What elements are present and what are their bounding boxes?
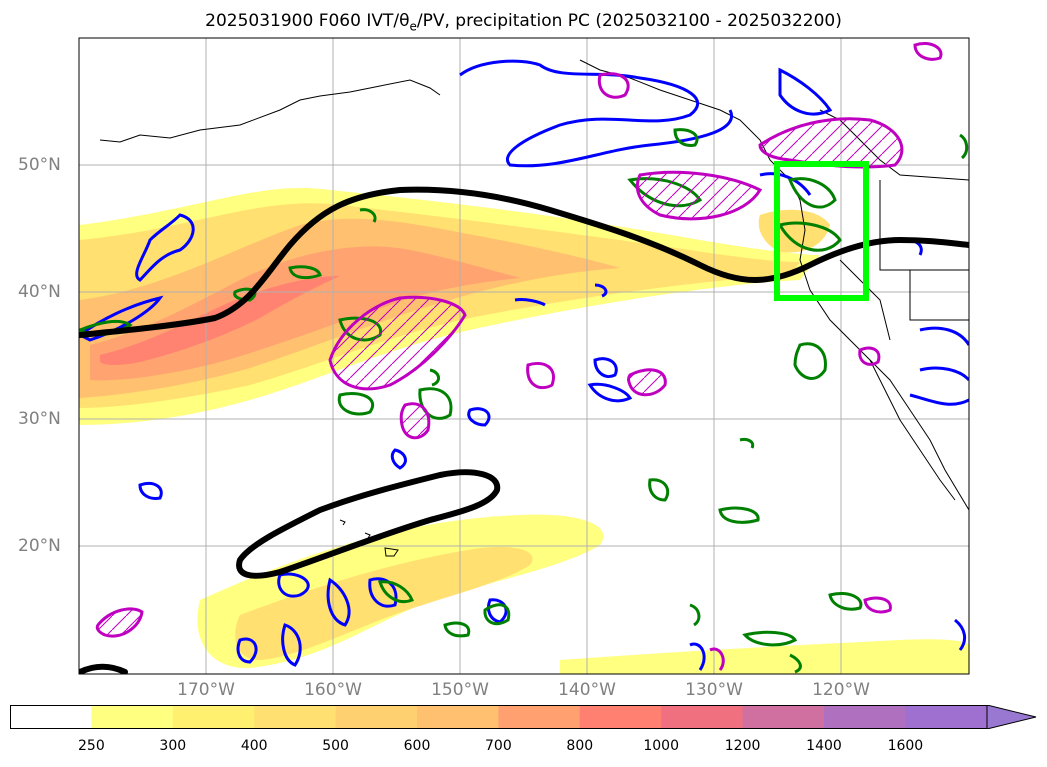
- precip-contours: [79, 42, 969, 674]
- colorbar-segment: [417, 705, 499, 729]
- lat-label-20n: 20°N: [18, 536, 61, 556]
- colorbar-frame: [10, 705, 987, 729]
- colorbar-tick-label: 500: [322, 738, 349, 754]
- lon-label-120w: 120°W: [812, 680, 870, 700]
- title-subscript: e: [409, 19, 417, 34]
- colorbar-tick-label: 600: [403, 738, 431, 754]
- colorbar-segment: [579, 705, 662, 729]
- colorbar-segment: [742, 705, 825, 729]
- colorbar-tick-label: 700: [485, 738, 512, 754]
- colorbar-segment: [905, 705, 988, 729]
- lon-label-150w: 150°W: [431, 680, 489, 700]
- map-title: 2025031900 F060 IVT/θe/PV, precipitation…: [0, 11, 1047, 33]
- lat-label-50n: 50°N: [18, 155, 61, 175]
- ivt-shading: [79, 188, 969, 674]
- lon-label-140w: 140°W: [558, 680, 616, 700]
- pv-contours: [79, 186, 969, 674]
- colorbar: [10, 705, 1037, 729]
- colorbar-extend-arrow: [986, 705, 1037, 729]
- lat-label-30n: 30°N: [18, 409, 61, 429]
- colorbar-tick-label: 300: [159, 738, 187, 754]
- colorbar-segment: [335, 705, 418, 729]
- colorbar-tick-label: 1400: [806, 738, 842, 754]
- colorbar-tick-label: 400: [240, 738, 268, 754]
- colorbar-segment: [254, 705, 337, 729]
- colorbar-tick-label: 1600: [887, 738, 924, 754]
- blue-contours: [79, 59, 969, 671]
- colorbar-segment-below: [10, 705, 92, 729]
- colorbar-segment: [661, 705, 744, 729]
- highlight-box: [774, 161, 869, 301]
- colorbar-tick-label: 800: [566, 738, 594, 754]
- title-prefix: 2025031900 F060 IVT/θ: [205, 11, 410, 31]
- colorbar-segment: [91, 705, 174, 729]
- lon-label-160w: 160°W: [304, 680, 362, 700]
- colorbar-segment: [172, 705, 255, 729]
- colorbar-tick-label: 1200: [724, 738, 761, 754]
- map-content: [79, 38, 969, 674]
- lat-label-40n: 40°N: [18, 282, 61, 302]
- colorbar-segment: [498, 705, 581, 729]
- map-frame: [78, 37, 970, 675]
- magenta-contours: [95, 42, 943, 671]
- lon-label-170w: 170°W: [177, 680, 235, 700]
- colorbar-segment: [824, 705, 906, 729]
- colorbar-tick-label: 1000: [643, 738, 680, 754]
- lon-label-130w: 130°W: [685, 680, 743, 700]
- title-suffix: /PV, precipitation PC (2025032100 - 2025…: [416, 11, 842, 31]
- colorbar-tick-label: 250: [78, 738, 105, 754]
